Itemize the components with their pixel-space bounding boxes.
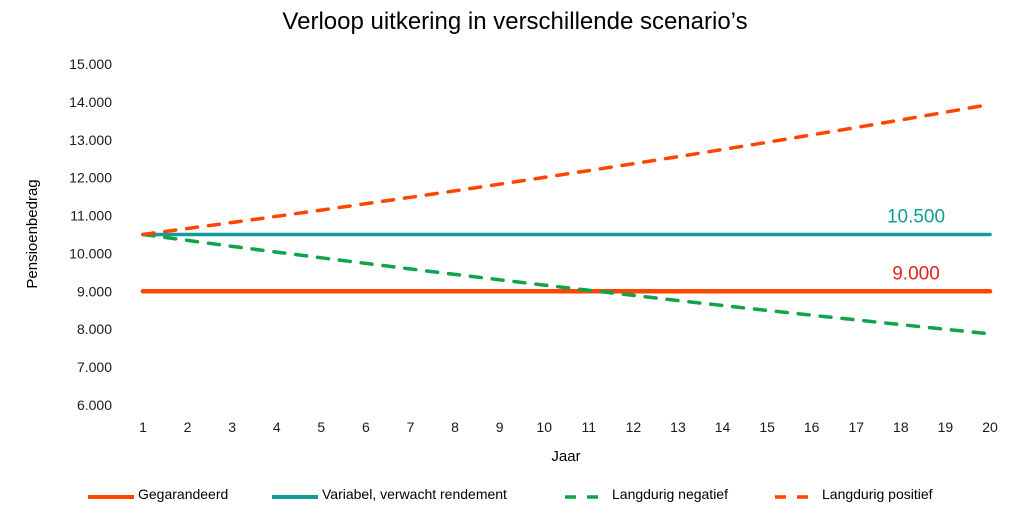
x-tick-label: 10 xyxy=(536,419,552,435)
x-tick-label: 1 xyxy=(139,419,147,435)
y-tick-label: 10.000 xyxy=(69,245,112,261)
y-tick-label: 13.000 xyxy=(69,132,112,148)
legend-item: Variabel, verwacht rendement xyxy=(270,486,507,502)
x-tick-label: 8 xyxy=(451,419,459,435)
x-tick-label: 13 xyxy=(670,419,686,435)
legend-swatch-icon xyxy=(770,489,820,499)
x-tick-label: 12 xyxy=(626,419,642,435)
x-tick-label: 18 xyxy=(893,419,909,435)
x-tick-label: 5 xyxy=(317,419,325,435)
y-axis-label: Pensioenbedrag xyxy=(24,179,41,288)
data-label-annotation: 10.500 xyxy=(887,207,945,228)
legend-swatch-icon xyxy=(560,489,610,499)
y-tick-label: 14.000 xyxy=(69,94,112,110)
x-tick-label: 3 xyxy=(228,419,236,435)
x-tick-label: 20 xyxy=(982,419,998,435)
legend-item: Gegarandeerd xyxy=(86,486,228,502)
x-tick-label: 6 xyxy=(362,419,370,435)
x-tick-label: 19 xyxy=(938,419,954,435)
series-line-langdurig-positief xyxy=(141,102,992,237)
legend-item: Langdurig negatief xyxy=(560,486,728,502)
y-tick-label: 9.000 xyxy=(77,283,112,299)
x-tick-label: 2 xyxy=(184,419,192,435)
legend-label: Langdurig negatief xyxy=(612,486,728,502)
data-label-annotation: 9.000 xyxy=(892,263,940,284)
y-tick-label: 6.000 xyxy=(77,397,112,413)
legend-label: Gegarandeerd xyxy=(138,486,229,502)
x-tick-label: 4 xyxy=(273,419,281,435)
x-tick-label: 17 xyxy=(848,419,864,435)
legend-label: Variabel, verwacht rendement xyxy=(322,486,507,502)
y-tick-label: 7.000 xyxy=(77,359,112,375)
y-tick-label: 12.000 xyxy=(69,170,112,186)
y-tick-label: 11.000 xyxy=(70,208,112,224)
y-tick-label: 15.000 xyxy=(69,56,112,72)
legend-swatch-icon xyxy=(86,489,136,499)
legend-item: Langdurig positief xyxy=(770,486,933,502)
y-tick-label: 8.000 xyxy=(77,321,112,337)
x-tick-label: 16 xyxy=(804,419,820,435)
chart-title: Verloop uitkering in verschillende scena… xyxy=(282,8,748,35)
chart-legend: Gegarandeerd Variabel, verwacht rendement… xyxy=(0,486,1030,510)
x-tick-label: 7 xyxy=(407,419,415,435)
x-tick-label: 14 xyxy=(715,419,731,435)
x-tick-label: 15 xyxy=(759,419,775,435)
x-tick-label: 9 xyxy=(496,419,504,435)
legend-label: Langdurig positief xyxy=(822,486,933,502)
x-axis-label: Jaar xyxy=(551,448,580,465)
legend-swatch-icon xyxy=(270,489,320,499)
series-line-langdurig-negatief xyxy=(141,232,992,336)
x-tick-label: 11 xyxy=(582,419,597,435)
